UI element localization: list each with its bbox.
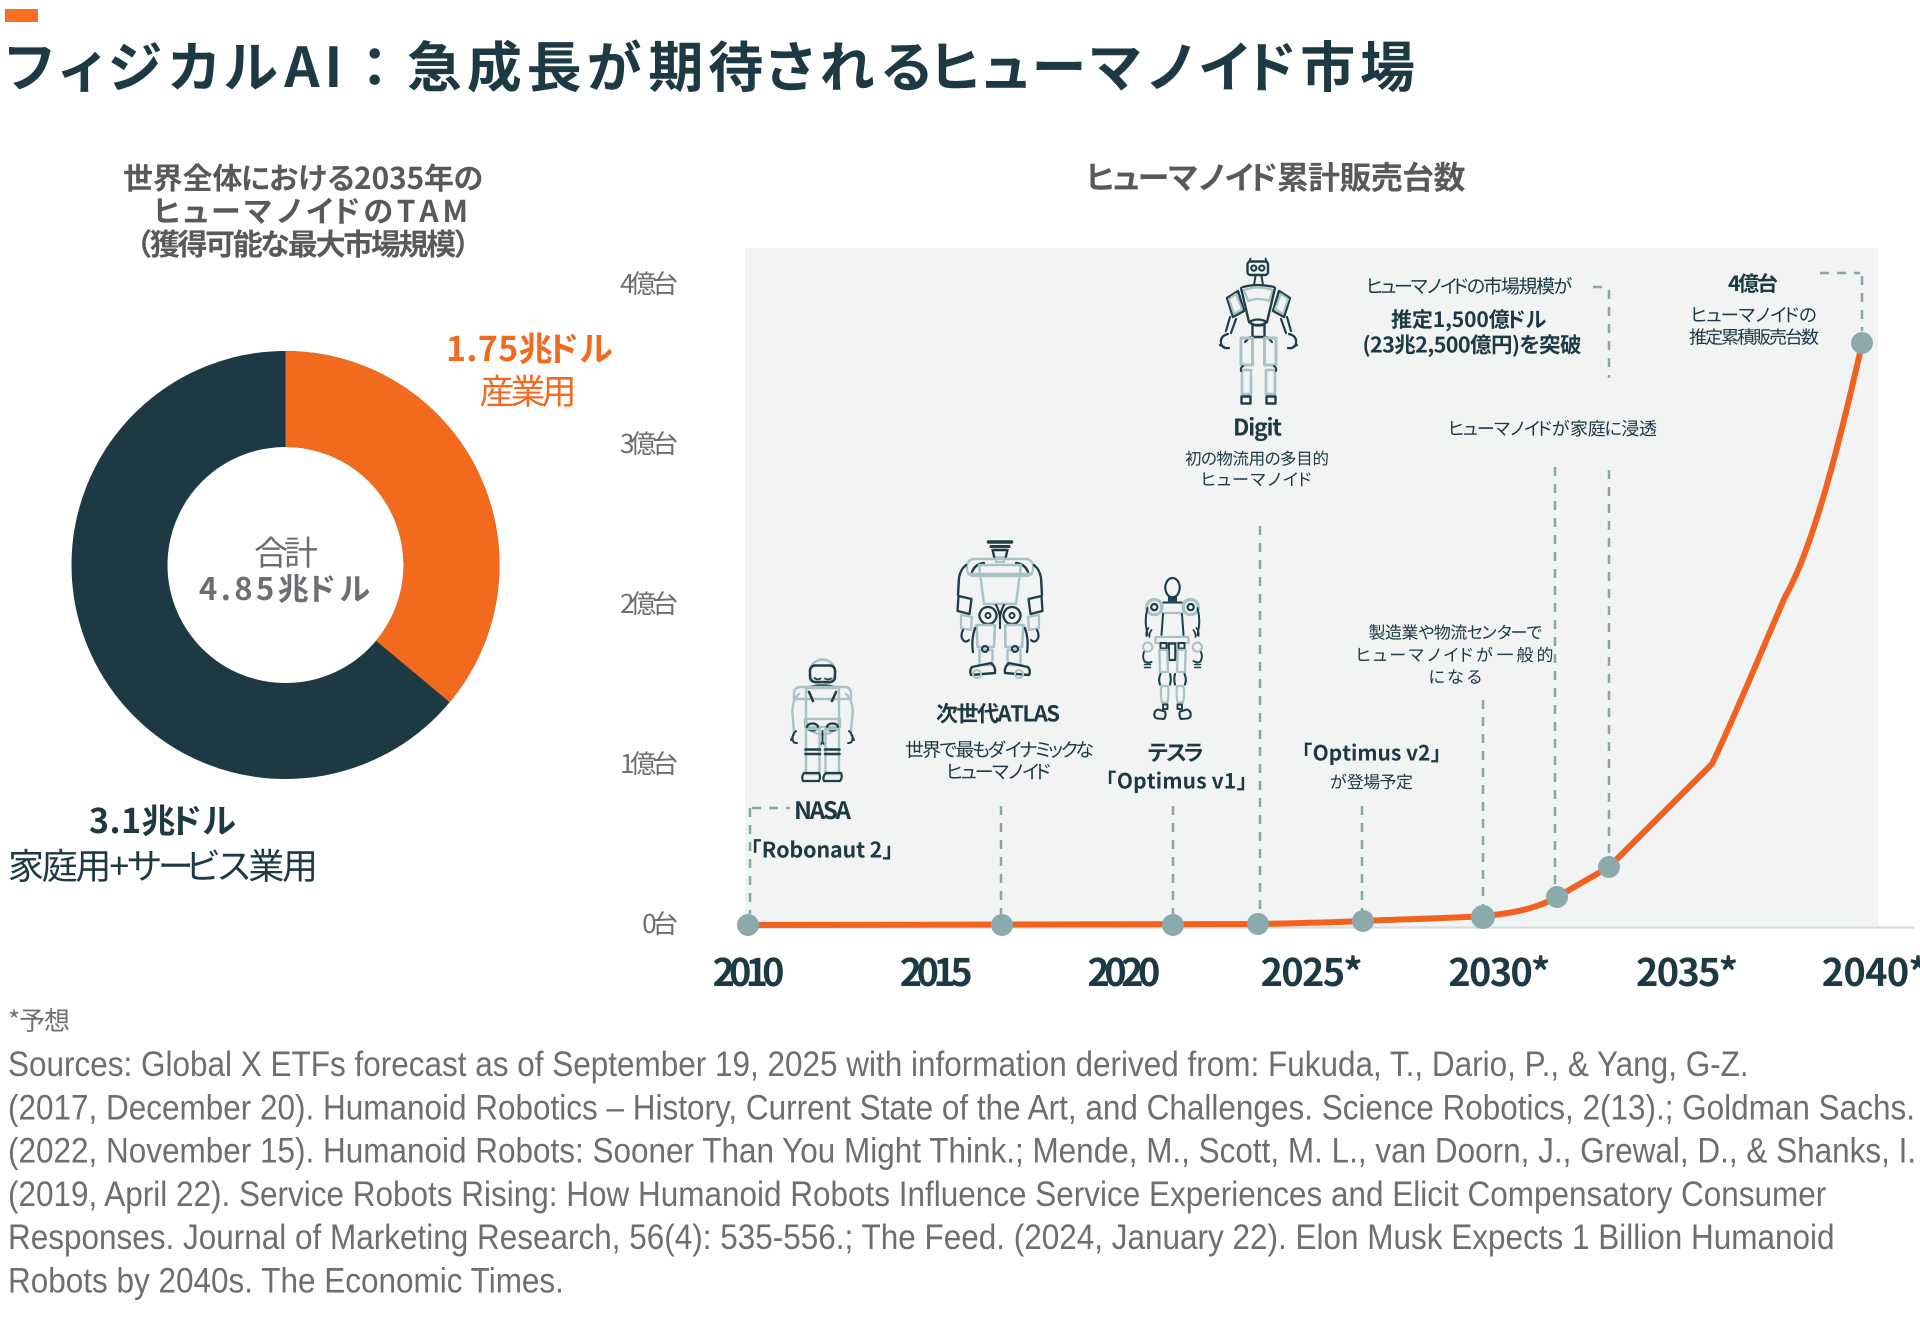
svg-text:(2019, April 22). Service Robo: (2019, April 22). Service Robots Rising:… [8,1175,1826,1214]
svg-text:Responses. Journal of Marketin: Responses. Journal of Marketing Research… [8,1218,1835,1257]
svg-text:Robots by 2040s. The Economic: Robots by 2040s. The Economic Times. [8,1262,564,1301]
svg-text:(2017, December 20). Humanoid: (2017, December 20). Humanoid Robotics –… [8,1089,1915,1128]
svg-text:(2022, November 15). Humanoid: (2022, November 15). Humanoid Robots: So… [8,1132,1916,1171]
svg-text:Sources: Global X ETFs forecas: Sources: Global X ETFs forecast as of Se… [8,1045,1749,1084]
